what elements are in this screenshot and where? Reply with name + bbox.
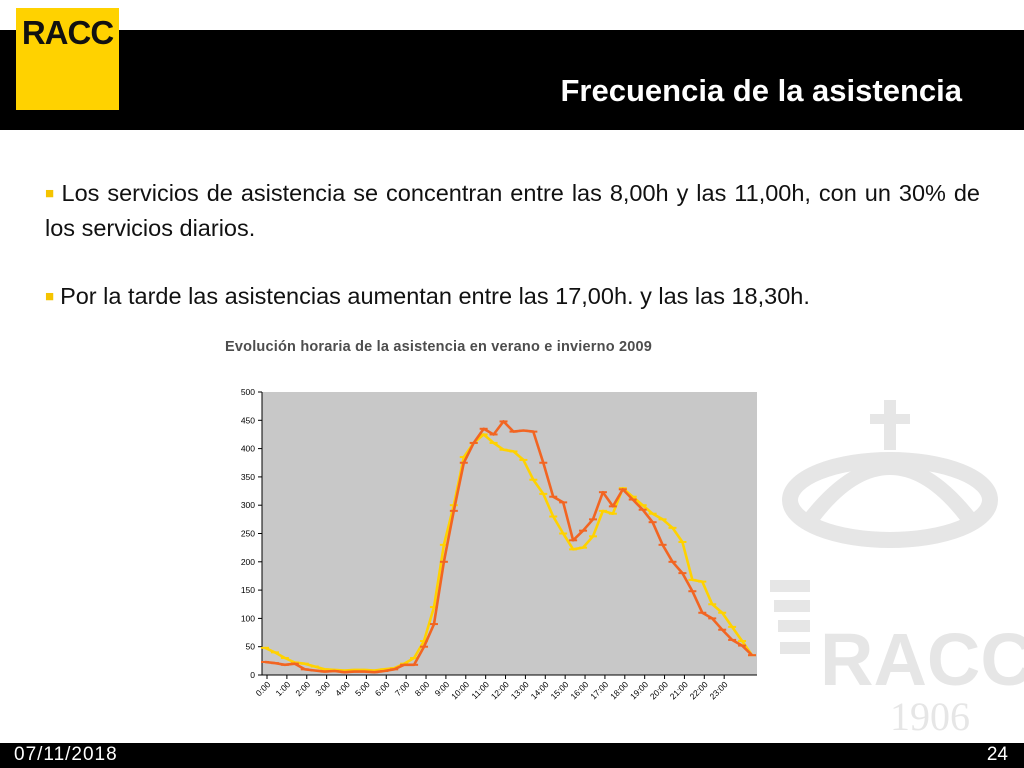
x-tick-label: 15:00	[548, 679, 570, 701]
watermark-year: 1906	[890, 694, 970, 739]
x-tick-label: 22:00	[688, 679, 710, 701]
racc-watermark: RACC 1906	[770, 400, 1024, 739]
x-tick-label: 10:00	[449, 679, 471, 701]
y-tick-label: 400	[241, 444, 255, 454]
bullet-square-icon: ■	[45, 185, 56, 202]
x-tick-label: 8:00	[413, 679, 432, 698]
chart-title: Evolución horaria de la asistencia en ve…	[225, 339, 653, 355]
x-tick-label: 11:00	[469, 679, 491, 701]
x-tick-label: 21:00	[668, 679, 690, 701]
bullet-item: ■ Por la tarde las asistencias aumentan e…	[45, 279, 980, 314]
x-tick-label: 2:00	[293, 679, 312, 698]
x-tick-label: 1:00	[274, 679, 293, 698]
logo-text: RACC	[21, 14, 114, 51]
watermark-text: RACC	[820, 618, 1024, 701]
y-tick-label: 200	[241, 557, 255, 567]
x-tick-label: 3:00	[313, 679, 332, 698]
bullet-text: Los servicios de asistencia se concentra…	[45, 180, 981, 241]
x-tick-label: 23:00	[707, 679, 729, 701]
line-chart: 0 50 100 150 200 250 300 350 400 450 500 0:00 1:00 2:…	[241, 387, 757, 701]
bullet-square-icon: ■	[45, 288, 55, 305]
y-tick-label: 500	[241, 387, 255, 397]
y-tick-label: 0	[250, 670, 255, 680]
plot-area	[262, 392, 757, 675]
x-tick-label: 6:00	[373, 679, 392, 698]
x-tick-label: 4:00	[333, 679, 352, 698]
x-tick-label: 13:00	[509, 679, 531, 701]
x-tick-label: 19:00	[628, 679, 650, 701]
x-tick-label: 12:00	[489, 679, 511, 701]
x-tick-label: 20:00	[648, 679, 670, 701]
bullet-item: ■ Los servicios de asistencia se concentr…	[45, 176, 980, 245]
x-tick-label: 18:00	[608, 679, 630, 701]
y-tick-label: 150	[241, 585, 255, 595]
header-bar	[0, 30, 1024, 130]
footer-bar	[0, 743, 1024, 768]
page-number: 24	[986, 744, 1008, 765]
y-tick-label: 450	[241, 415, 255, 425]
x-tick-label: 14:00	[529, 679, 551, 701]
y-tick-label: 100	[241, 613, 255, 623]
x-tick-label: 17:00	[588, 679, 610, 701]
y-tick-label: 250	[241, 529, 255, 539]
y-tick-label: 300	[241, 500, 255, 510]
slide-title: Frecuencia de la asistencia	[560, 73, 963, 108]
x-tick-label: 0:00	[254, 679, 273, 698]
x-tick-label: 7:00	[393, 679, 412, 698]
x-tick-label: 5:00	[353, 679, 372, 698]
x-tick-label: 16:00	[568, 679, 590, 701]
bullet-text: Por la tarde las asistencias aumentan en…	[60, 283, 810, 309]
y-tick-label: 350	[241, 472, 255, 482]
y-tick-label: 50	[246, 642, 256, 652]
racc-logo: RACC	[16, 8, 119, 110]
footer-date: 07/11/2018	[14, 744, 118, 765]
